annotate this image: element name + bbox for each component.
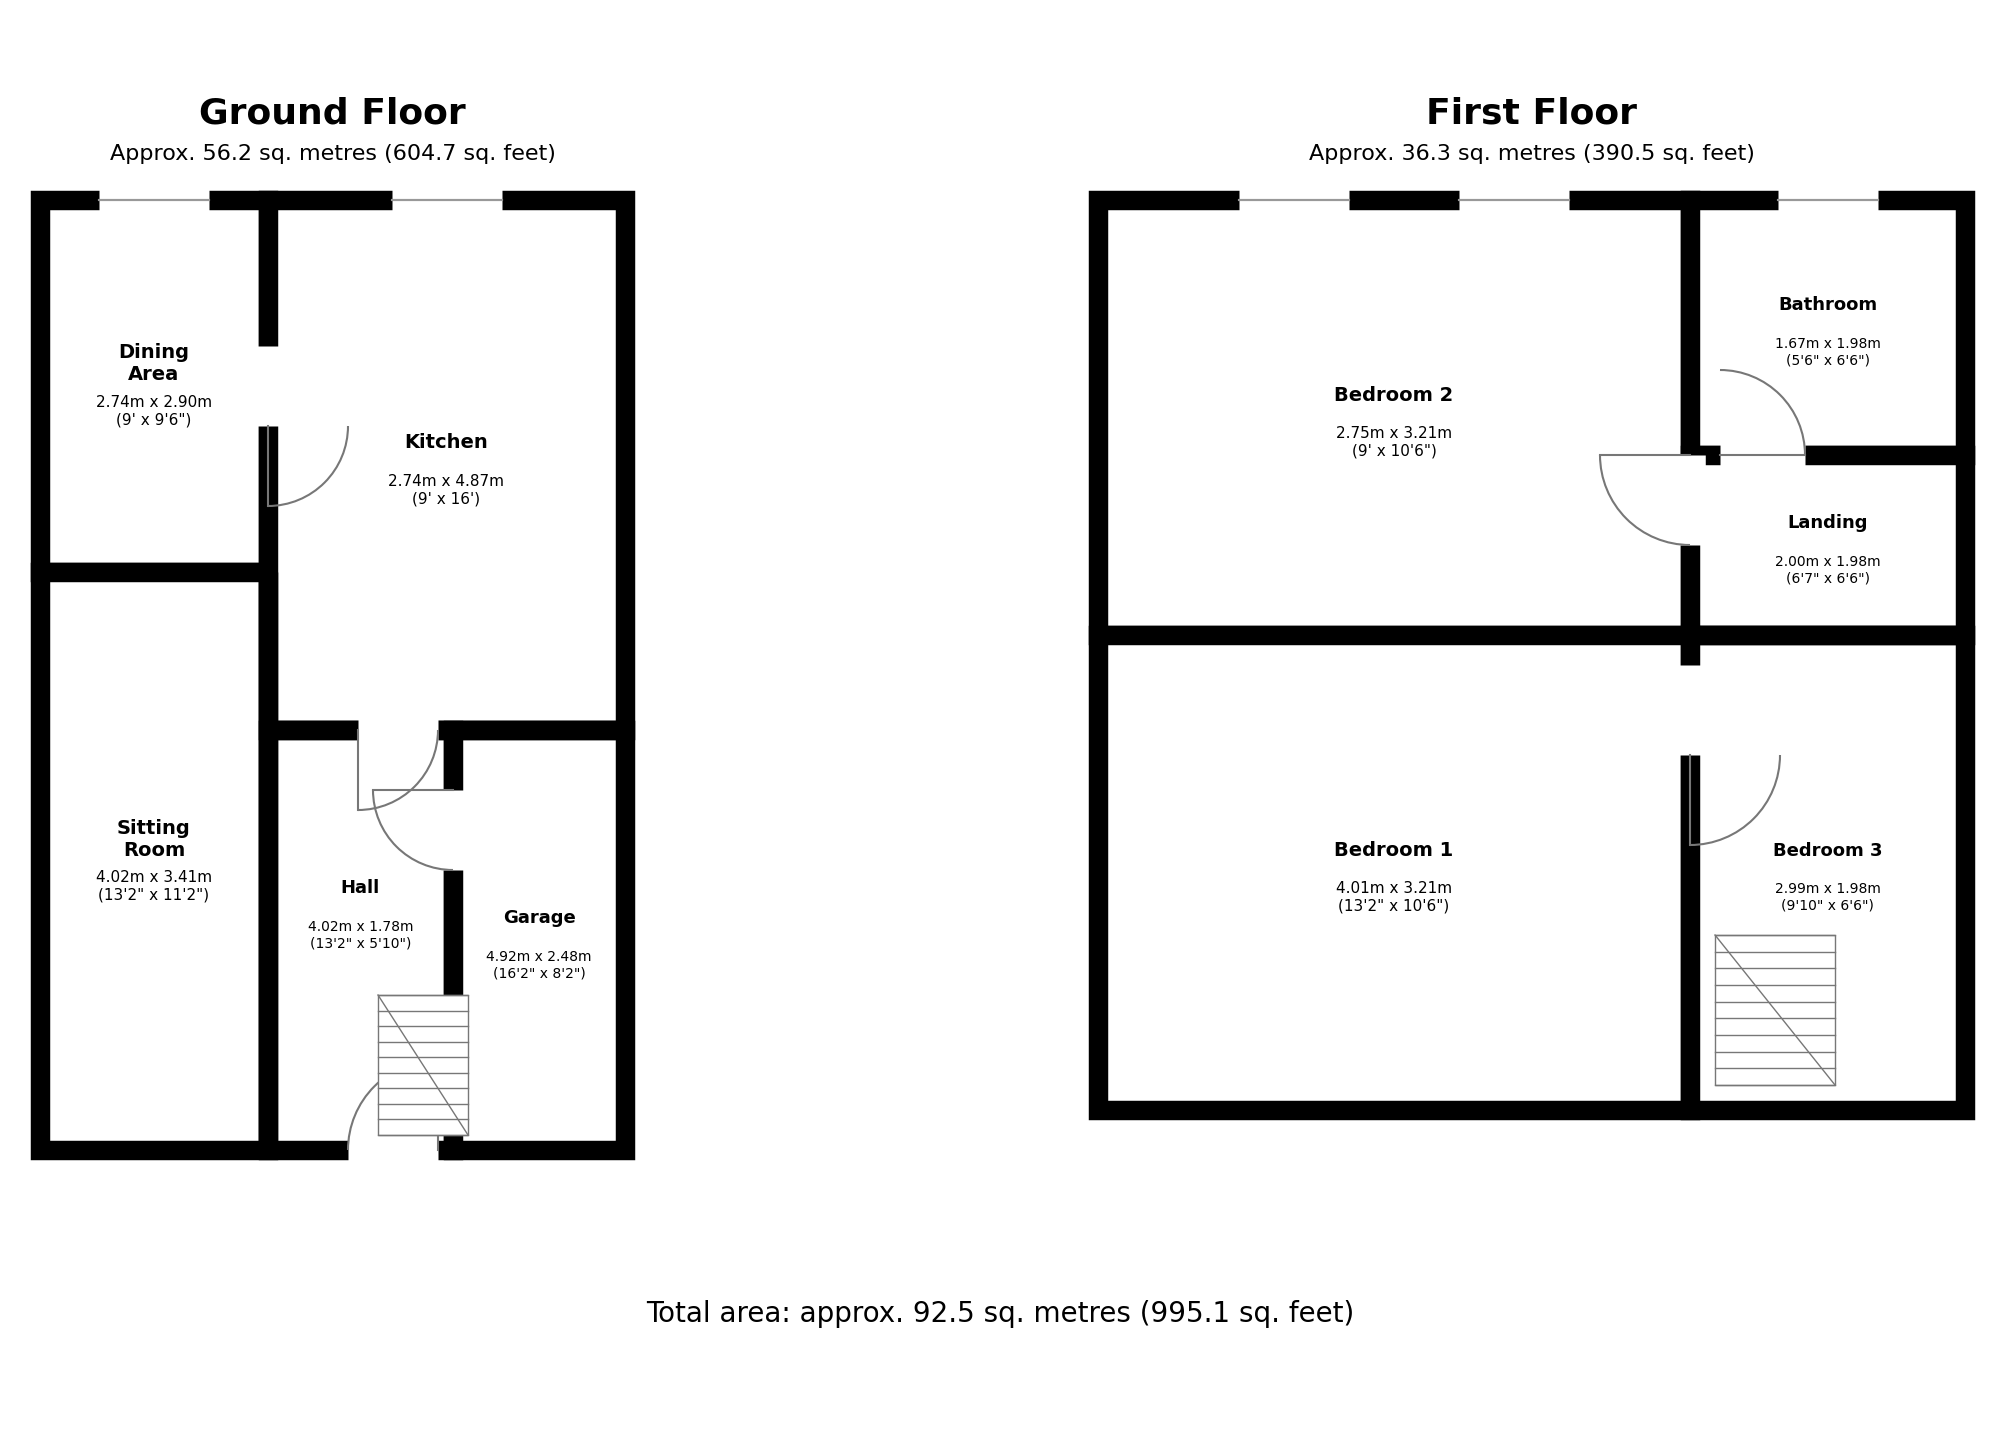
Text: Bathroom: Bathroom (1778, 297, 1878, 314)
Bar (268, 201, 624, 730)
Bar (40, 571, 268, 1150)
Text: 2.99m x 1.98m
(9'10" x 6'6"): 2.99m x 1.98m (9'10" x 6'6") (1774, 883, 1880, 913)
Text: Sitting
Room: Sitting Room (118, 819, 190, 859)
Text: Kitchen: Kitchen (404, 433, 488, 452)
Text: 1.67m x 1.98m
(5'6" x 6'6"): 1.67m x 1.98m (5'6" x 6'6") (1774, 337, 1880, 368)
Text: Landing: Landing (1788, 515, 1868, 532)
Text: Garage: Garage (502, 909, 576, 928)
Bar (378, 995, 468, 1136)
Text: 2.00m x 1.98m
(6'7" x 6'6"): 2.00m x 1.98m (6'7" x 6'6") (1774, 555, 1880, 585)
Bar (1690, 201, 1964, 455)
Bar (40, 201, 268, 571)
Bar (1690, 635, 1964, 1109)
Text: 4.92m x 2.48m
(16'2" x 8'2"): 4.92m x 2.48m (16'2" x 8'2") (486, 949, 592, 980)
Text: Hall: Hall (340, 880, 380, 897)
Bar (1690, 455, 1964, 635)
Text: Bedroom 3: Bedroom 3 (1772, 842, 1882, 859)
Bar (1716, 935, 1836, 1085)
Text: 2.75m x 3.21m
(9' x 10'6"): 2.75m x 3.21m (9' x 10'6") (1336, 426, 1452, 458)
Text: 2.74m x 4.87m
(9' x 16'): 2.74m x 4.87m (9' x 16') (388, 474, 504, 506)
Text: 4.01m x 3.21m
(13'2" x 10'6"): 4.01m x 3.21m (13'2" x 10'6") (1336, 881, 1452, 913)
Text: Bedroom 1: Bedroom 1 (1334, 840, 1454, 859)
Text: First Floor: First Floor (1426, 97, 1636, 131)
Bar (1098, 201, 1690, 635)
Text: 4.02m x 3.41m
(13'2" x 11'2"): 4.02m x 3.41m (13'2" x 11'2") (96, 869, 212, 901)
Text: Approx. 56.2 sq. metres (604.7 sq. feet): Approx. 56.2 sq. metres (604.7 sq. feet) (110, 144, 556, 164)
Bar (268, 730, 452, 1150)
Bar (1098, 635, 1690, 1109)
Text: Ground Floor: Ground Floor (200, 97, 466, 131)
Text: 2.74m x 2.90m
(9' x 9'6"): 2.74m x 2.90m (9' x 9'6") (96, 395, 212, 427)
Text: Bedroom 2: Bedroom 2 (1334, 385, 1454, 406)
Text: Approx. 36.3 sq. metres (390.5 sq. feet): Approx. 36.3 sq. metres (390.5 sq. feet) (1308, 144, 1754, 164)
Bar (452, 730, 624, 1150)
Text: 4.02m x 1.78m
(13'2" x 5'10"): 4.02m x 1.78m (13'2" x 5'10") (308, 920, 414, 949)
Text: Dining
Area: Dining Area (118, 343, 190, 384)
Text: Total area: approx. 92.5 sq. metres (995.1 sq. feet): Total area: approx. 92.5 sq. metres (995… (646, 1300, 1354, 1328)
